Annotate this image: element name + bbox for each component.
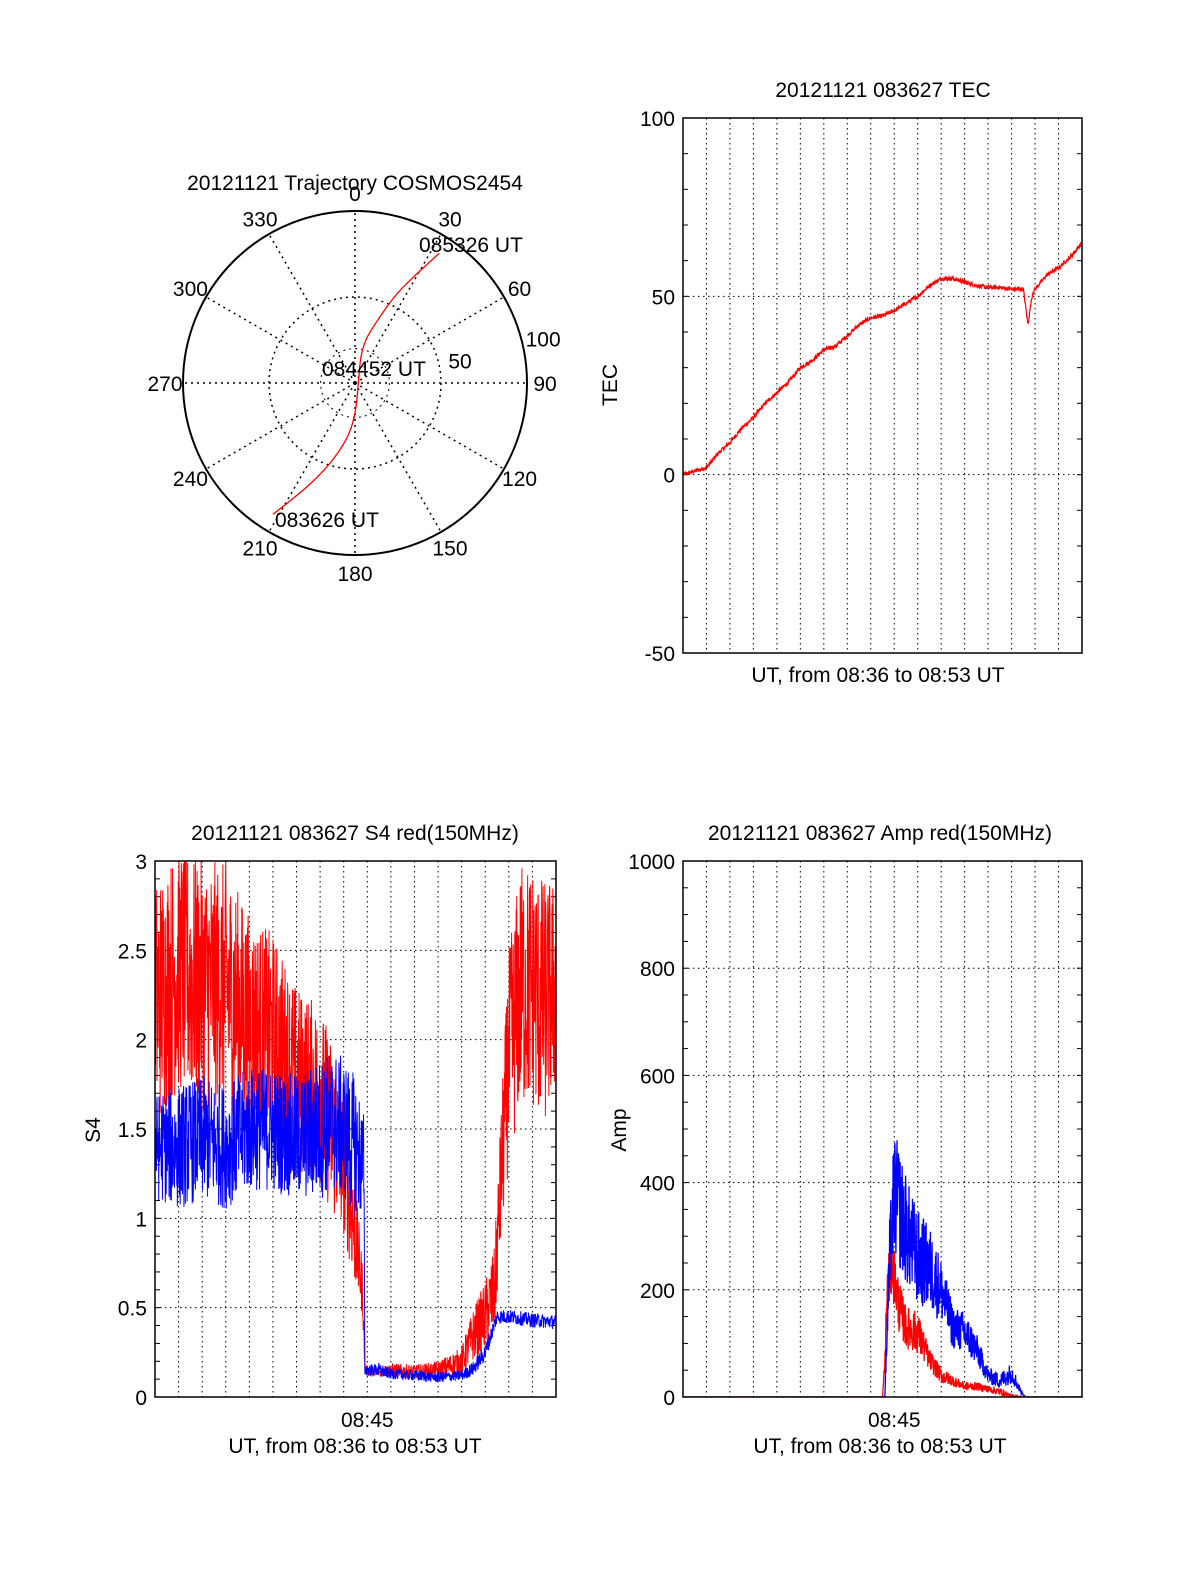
- polar-spoke: [354, 296, 505, 384]
- y-tick-label: 0: [663, 1387, 675, 1410]
- amp-ylabel: Amp: [608, 1108, 631, 1151]
- series-line-0: [155, 861, 556, 1381]
- y-tick-label: 0: [663, 465, 675, 488]
- polar-azimuth-label: 240: [173, 468, 208, 491]
- polar-azimuth-label: 30: [438, 208, 461, 231]
- polar-spoke: [268, 233, 356, 384]
- series-line-1: [155, 1055, 556, 1383]
- polar-spoke: [205, 296, 356, 384]
- polar-spoke: [354, 382, 505, 470]
- polar-azimuth-label: 90: [533, 373, 556, 396]
- series-line-0: [683, 241, 1082, 476]
- polar-outer-circle: [182, 210, 528, 556]
- plot-frame: [682, 860, 1083, 1398]
- polar-spoke: [268, 382, 356, 533]
- plot-frame: [682, 117, 1083, 654]
- s4-chart: 20121121 083627 S4 red(150MHz) S4 UT, fr…: [82, 822, 557, 1458]
- series-line-0: [683, 1235, 1082, 1397]
- polar-spoke: [354, 233, 442, 384]
- y-tick-label: 0.5: [118, 1298, 147, 1321]
- tec-ylabel: TEC: [599, 364, 622, 406]
- y-tick-label: 1000: [628, 851, 675, 874]
- polar-azimuth-label: 0: [349, 183, 361, 206]
- polar-azimuth-label: 150: [432, 538, 467, 561]
- y-tick-label: 1: [135, 1208, 147, 1231]
- x-tick-label: 08:45: [341, 1409, 394, 1432]
- y-tick-label: 1.5: [118, 1119, 147, 1142]
- trajectory-annotation: 084452 UT: [322, 358, 426, 381]
- polar-grid-circle: [320, 348, 390, 418]
- polar-azimuth-label: 210: [242, 538, 277, 561]
- y-tick-label: 400: [640, 1173, 675, 1196]
- trajectory-title: 20121121 Trajectory COSMOS2454: [187, 172, 523, 195]
- amp-xlabel: UT, from 08:36 to 08:53 UT: [753, 1435, 1006, 1458]
- y-tick-label: 2.5: [118, 940, 147, 963]
- tec-title: 20121121 083627 TEC: [775, 79, 990, 102]
- polar-radial-label: 100: [526, 328, 561, 351]
- y-tick-label: 800: [640, 958, 675, 981]
- polar-azimuth-label: 300: [173, 278, 208, 301]
- polar-spoke: [205, 382, 356, 470]
- polar-spoke: [354, 382, 442, 533]
- y-tick-label: 600: [640, 1065, 675, 1088]
- y-tick-label: 3: [135, 851, 147, 874]
- trajectory-track: [272, 252, 440, 515]
- polar-azimuth-label: 180: [337, 563, 372, 586]
- trajectory-annotation: 085326 UT: [419, 234, 523, 257]
- polar-azimuth-label: 120: [502, 468, 537, 491]
- series-line-1: [683, 1140, 1082, 1397]
- trajectory-annotation: 083626 UT: [275, 509, 379, 532]
- amp-title: 20121121 083627 Amp red(150MHz): [708, 822, 1052, 845]
- y-tick-label: 50: [652, 286, 675, 309]
- tec-xlabel: UT, from 08:36 to 08:53 UT: [751, 664, 1004, 687]
- y-tick-label: -50: [645, 643, 675, 666]
- polar-radial-label: 50: [448, 351, 471, 374]
- polar-azimuth-label: 270: [147, 373, 182, 396]
- y-tick-label: 100: [640, 108, 675, 131]
- y-tick-label: 0: [135, 1387, 147, 1410]
- polar-azimuth-label: 330: [242, 208, 277, 231]
- s4-xlabel: UT, from 08:36 to 08:53 UT: [228, 1435, 481, 1458]
- s4-ylabel: S4: [82, 1117, 105, 1143]
- x-tick-label: 08:45: [868, 1409, 921, 1432]
- s4-title: 20121121 083627 S4 red(150MHz): [191, 822, 519, 845]
- plot-frame: [154, 860, 557, 1398]
- trajectory-polar-chart: 20121121 Trajectory COSMOS2454 0 30 60 90 12…: [147, 172, 560, 586]
- polar-azimuth-label: 60: [508, 278, 531, 301]
- y-tick-label: 200: [640, 1280, 675, 1303]
- y-tick-label: 2: [135, 1030, 147, 1053]
- amp-chart: 20121121 083627 Amp red(150MHz) Amp UT, …: [608, 822, 1083, 1458]
- tec-chart: 20121121 083627 TEC TEC UT, from 08:36 t…: [599, 79, 1083, 687]
